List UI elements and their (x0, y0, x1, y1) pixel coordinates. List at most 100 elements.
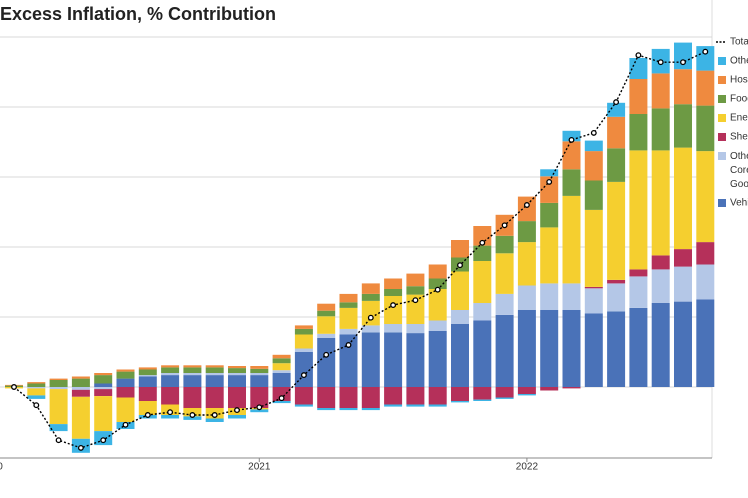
bar-segment (584, 151, 603, 181)
bar-segment (183, 387, 202, 408)
bar-segment (317, 338, 336, 387)
bar-segment (49, 387, 68, 390)
bar-segment (250, 366, 269, 369)
bar-segment (361, 325, 380, 333)
total-line (13, 51, 706, 449)
bar-segment (183, 365, 202, 368)
bar-segment (584, 180, 603, 210)
bar-segment (495, 314, 514, 387)
bar-segment (317, 333, 336, 338)
bar-segment (428, 387, 447, 405)
bar-segment (361, 283, 380, 294)
bar-segment (473, 226, 492, 246)
bar-segment (116, 387, 135, 398)
total-point (702, 48, 709, 55)
total-point (367, 314, 374, 321)
bar-segment (339, 328, 358, 335)
bar-segment (161, 415, 180, 419)
bar-segment (272, 358, 291, 364)
bar-segment (517, 310, 536, 387)
bar-segment (116, 369, 135, 372)
bar-segment (317, 310, 336, 317)
total-point (256, 404, 263, 411)
bar-segment (71, 378, 90, 387)
bar-segment (696, 151, 715, 243)
bar-segment (250, 409, 269, 413)
bar-segment (138, 369, 157, 376)
total-point (278, 395, 285, 402)
bar-segment (205, 373, 224, 376)
bar-segment (27, 383, 46, 387)
bar-segment (317, 303, 336, 311)
legend-label: OtheCoreGood (730, 151, 748, 190)
bar-segment (517, 196, 536, 222)
legend-swatch (718, 199, 726, 207)
bar-segment (651, 150, 670, 256)
total-point (657, 59, 664, 66)
bar-segment (161, 375, 180, 387)
bar-segment (71, 387, 90, 390)
bar-segment (428, 278, 447, 289)
total-point (635, 52, 642, 59)
bar-segment (584, 209, 603, 287)
x-tick-label: 2020 (0, 462, 3, 473)
bar-segment (384, 387, 403, 405)
bar-segment (49, 424, 68, 432)
bar-segment (138, 376, 157, 387)
bar-segment (540, 169, 559, 177)
bar-segment (205, 387, 224, 408)
total-point (33, 402, 40, 409)
bar-segment (138, 375, 157, 377)
bar-segment (517, 242, 536, 286)
bar-segment (272, 401, 291, 404)
total-point (189, 412, 196, 418)
total-point (457, 262, 463, 269)
total-point (613, 99, 620, 106)
bar-segment (562, 169, 581, 196)
bar-segment (294, 328, 313, 335)
bar-segment (607, 102, 626, 117)
bar-segment (250, 373, 269, 376)
bar-segment (94, 375, 113, 384)
bar-segment (629, 307, 648, 387)
bar-segment (161, 365, 180, 368)
bar-segment (540, 310, 559, 387)
bar-segment (517, 221, 536, 243)
bar-segment (651, 255, 670, 270)
bar-segment (451, 271, 469, 310)
legend-label: Hosp (730, 75, 748, 86)
bar-segment (674, 249, 692, 267)
bar-segment (205, 375, 224, 387)
bar-segment (27, 395, 46, 399)
bar-segment (183, 367, 202, 373)
bar-segment (406, 333, 425, 387)
bar-segment (495, 235, 514, 254)
total-point (390, 302, 397, 309)
bar-segment (71, 396, 90, 439)
bar-segment (540, 227, 559, 284)
legend-swatch (718, 133, 726, 141)
bar-segment (607, 116, 626, 149)
total-point (680, 59, 686, 66)
bar-segment (674, 42, 692, 70)
bar-segment (451, 324, 469, 387)
bar-segment (562, 283, 581, 310)
bar-segment (228, 366, 246, 369)
bar-segment (27, 387, 46, 389)
bar-segment (116, 397, 135, 422)
bar-segment (674, 147, 692, 250)
bar-segment (517, 394, 536, 396)
x-tick-label: 2022 (516, 462, 539, 473)
bar-segment (473, 303, 492, 321)
bar-segment (451, 310, 469, 324)
legend-swatch (718, 152, 726, 160)
bar-segment (562, 141, 581, 170)
bar-segment (629, 114, 648, 151)
bar-segment (339, 334, 358, 387)
bar-segment (674, 104, 692, 148)
total-point (546, 178, 553, 185)
bar-segment (607, 279, 626, 284)
total-point (55, 437, 62, 444)
bar-segment (651, 73, 670, 109)
bar-segment (562, 130, 581, 142)
